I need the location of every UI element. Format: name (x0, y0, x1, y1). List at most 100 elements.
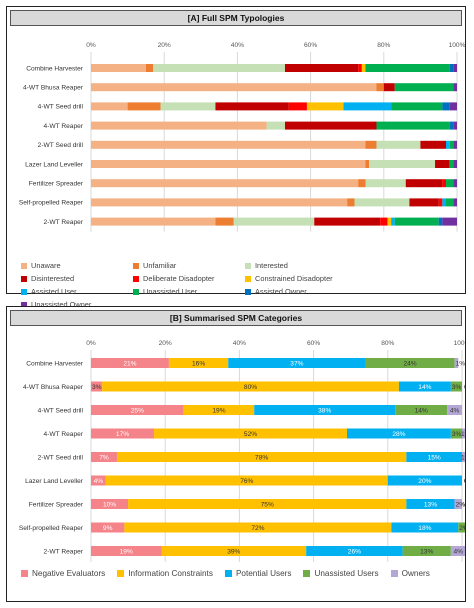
bar-segment (442, 102, 450, 111)
category-label: Fertilizer Spreader (29, 501, 84, 508)
data-label: 28% (392, 431, 405, 438)
bar-segment (453, 160, 457, 168)
bar-segment (215, 217, 234, 226)
bar-segment (91, 179, 359, 188)
data-label: 26% (348, 548, 361, 555)
data-label: 18% (418, 525, 431, 532)
data-label: 7% (99, 454, 109, 461)
legend-label: Constrained Disadopter (255, 274, 333, 283)
data-label: 0% (464, 478, 465, 485)
bar-segment (450, 428, 462, 439)
data-label: 25% (131, 407, 144, 414)
category-label: Self-propelled Reaper (19, 525, 84, 532)
bar-segment (438, 198, 443, 207)
bar-segment (91, 381, 103, 392)
data-label: 13% (420, 548, 433, 555)
chart-title: [A] Full SPM Typologies (10, 10, 462, 26)
legend-item: Interested (245, 261, 357, 270)
bar-segment (391, 217, 395, 226)
legend-item: Unassisted User (133, 287, 245, 296)
bar-segment (91, 198, 348, 207)
category-label: 2-WT Reaper (44, 548, 84, 555)
data-label: 75% (261, 501, 274, 508)
data-label: 1% (456, 360, 465, 367)
legend-label: Negative Evaluators (32, 569, 106, 578)
bar-segment (394, 83, 454, 92)
data-label: 10% (103, 501, 116, 508)
legend-item: Unassisted Owner (21, 300, 133, 309)
legend-swatch (21, 301, 27, 308)
legend-item: Negative Evaluators (21, 569, 105, 578)
bar-segment (449, 140, 454, 149)
legend-label: Unassisted Owner (31, 300, 92, 309)
bar-segment (91, 140, 366, 149)
data-label: 4% (454, 548, 464, 555)
bar-segment (105, 475, 388, 486)
category-label: 4-WT Bhusa Reaper (23, 384, 84, 391)
bar-segment (394, 217, 439, 226)
bar-segment (266, 121, 285, 130)
legend-swatch (245, 275, 251, 282)
data-label: 76% (240, 478, 253, 485)
data-label: 38% (318, 407, 331, 414)
bar-segment (462, 452, 465, 462)
bar-segment (383, 83, 395, 92)
bar-segment (91, 102, 128, 111)
bar-segment (91, 405, 184, 415)
legend-swatch (133, 275, 139, 282)
legend-item: Assisted User (21, 287, 133, 296)
data-label: 3% (452, 431, 462, 438)
bar-segment (438, 217, 443, 226)
data-label: 80% (244, 384, 257, 391)
bar-segment (354, 198, 410, 207)
data-label: 17% (116, 431, 129, 438)
legend-swatch (224, 570, 232, 577)
bar-segment (160, 102, 216, 111)
data-label: 15% (428, 454, 441, 461)
legend: Unaware Unfamiliar Interested Disinterested… (21, 261, 459, 313)
legend-label: Deliberate Disadopter (143, 274, 215, 283)
bar-segment (447, 405, 462, 415)
category-label: 4-WT Bhusa Reaper (23, 85, 84, 92)
bar-segment (365, 64, 450, 72)
bar-segment (435, 160, 450, 168)
data-label: 1% (461, 454, 465, 461)
bar-segment (458, 522, 465, 533)
bar-segment (405, 179, 443, 188)
category-label: Fertilizer Spreader (29, 181, 84, 188)
category-label: 4-WT Seed drill (38, 104, 84, 111)
bar-segment (168, 358, 229, 368)
bar-segment (91, 64, 146, 72)
bar-segment (395, 405, 448, 415)
bar-segment (462, 428, 465, 439)
data-label: 52% (244, 431, 257, 438)
data-label: 72% (251, 525, 264, 532)
bar-segment (343, 102, 392, 111)
bar-segment (91, 499, 129, 509)
bar-segment (376, 140, 421, 149)
bar-segment (453, 83, 457, 92)
category-label: 4-WT Reaper (44, 123, 84, 130)
bar-segment (233, 217, 315, 226)
legend-swatch (21, 570, 28, 577)
bar-segment (406, 499, 455, 509)
data-label: 1% (461, 431, 465, 438)
bar-segment (91, 428, 155, 439)
bar-segment (409, 198, 439, 207)
legend-label: Assisted Owner (255, 287, 307, 296)
legend-swatch (245, 262, 251, 269)
bar-segment (391, 522, 459, 533)
bar-segment (358, 179, 366, 188)
bar-segment (91, 522, 125, 533)
legend-swatch (133, 288, 139, 295)
legend-swatch (21, 275, 27, 282)
legend-item: Information Constraints (117, 569, 213, 578)
data-label: 24% (403, 360, 416, 367)
data-label: 0% (464, 384, 465, 391)
bar-segment (124, 522, 392, 533)
bar-segment (453, 179, 457, 188)
bar-segment (420, 140, 447, 149)
bar-segment (365, 140, 377, 149)
data-label: 3% (452, 384, 462, 391)
bar-segment (128, 499, 407, 509)
